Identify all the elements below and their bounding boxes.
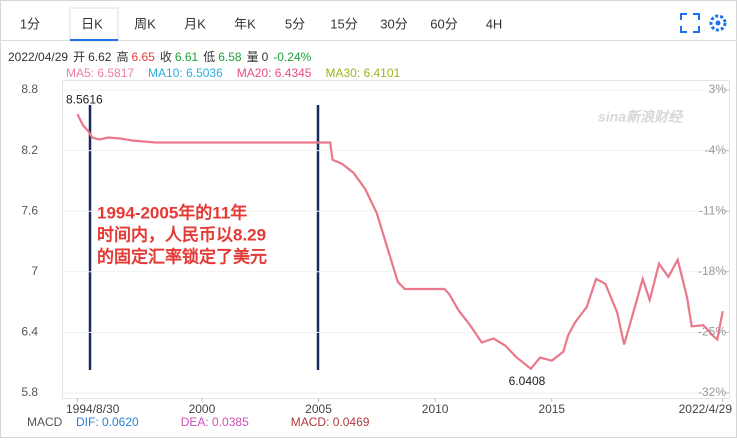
low-label: 6.0408 xyxy=(509,374,546,388)
settings-icon[interactable] xyxy=(709,14,727,32)
x-tick-label: 2022/4/29 xyxy=(679,402,733,416)
info-text: 6.61 xyxy=(175,50,199,64)
info-text: 0 xyxy=(262,50,269,64)
y-tick-label: 7.6 xyxy=(21,203,38,217)
annotation: 的固定汇率锁定了美元 xyxy=(97,246,267,266)
y-tick-label: 5.8 xyxy=(21,385,38,399)
y2-tick-label: -32% xyxy=(698,385,726,399)
fullscreen-glyph[interactable] xyxy=(680,13,700,33)
tab[interactable]: 4H xyxy=(486,16,503,31)
ma-legend: MA10: 6.5036 xyxy=(148,66,223,80)
y-tick-label: 7 xyxy=(31,264,38,278)
tab[interactable]: 30分 xyxy=(380,16,407,31)
y-tick-label: 8.2 xyxy=(21,143,38,157)
x-tick-label: 2005 xyxy=(305,402,332,416)
ma-legend: MA30: 6.4101 xyxy=(325,66,400,80)
info-text: 收 xyxy=(160,50,172,64)
fullscreen-icon[interactable] xyxy=(680,13,700,33)
tab[interactable]: 月K xyxy=(184,16,206,31)
x-tick-label: 2010 xyxy=(422,402,449,416)
info-text: 低 xyxy=(203,50,215,64)
info-text: 2022/04/29 xyxy=(8,50,68,64)
gear[interactable] xyxy=(709,14,727,32)
price-line xyxy=(76,113,724,371)
y-tick-label: 6.4 xyxy=(21,325,38,339)
plot-border xyxy=(62,80,730,399)
info-text: -0.24% xyxy=(273,50,311,64)
tab[interactable]: 1分 xyxy=(20,16,40,31)
watermark: sina新浪财经 xyxy=(598,109,684,125)
y-tick-label: 8.8 xyxy=(21,82,38,96)
info-text: 量 xyxy=(247,50,259,64)
tab[interactable]: 15分 xyxy=(330,16,357,31)
y2-tick-label: -25% xyxy=(698,325,726,339)
annotation: 时间内，人民币以8.29 xyxy=(97,224,266,244)
macd-title: MACD xyxy=(27,415,63,429)
x-tick-label: 1994/8/30 xyxy=(66,402,120,416)
tab[interactable]: 日K xyxy=(81,16,103,31)
macd-item: DEA: 0.0385 xyxy=(181,415,249,429)
macd-item: MACD: 0.0469 xyxy=(291,415,370,429)
tab[interactable]: 5分 xyxy=(285,16,305,31)
y2-tick-label: -4% xyxy=(705,143,727,157)
x-tick-label: 2000 xyxy=(189,402,216,416)
info-text: 高 xyxy=(116,49,128,64)
annotation: 1994-2005年的11年 xyxy=(97,202,247,222)
y2-tick-label: 3% xyxy=(709,82,727,96)
x-tick-label: 2015 xyxy=(538,402,565,416)
info-text: 开 xyxy=(73,50,85,64)
tab[interactable]: 年K xyxy=(234,16,256,31)
tab[interactable]: 60分 xyxy=(430,16,457,31)
tab[interactable]: 周K xyxy=(134,16,156,31)
macd-item: DIF: 0.0620 xyxy=(76,415,139,429)
gear-hub[interactable] xyxy=(715,20,721,26)
info-text: 6.62 xyxy=(88,50,112,64)
ma-legend: MA5: 6.5817 xyxy=(66,66,134,80)
y2-tick-label: -18% xyxy=(698,264,726,278)
active-tab xyxy=(69,7,119,42)
ma-legend: MA20: 6.4345 xyxy=(237,66,312,80)
info-text: 6.58 xyxy=(218,50,242,64)
high-label: 8.5616 xyxy=(66,92,103,106)
y2-tick-label: -11% xyxy=(699,203,726,217)
info-text: 6.65 xyxy=(131,50,155,64)
